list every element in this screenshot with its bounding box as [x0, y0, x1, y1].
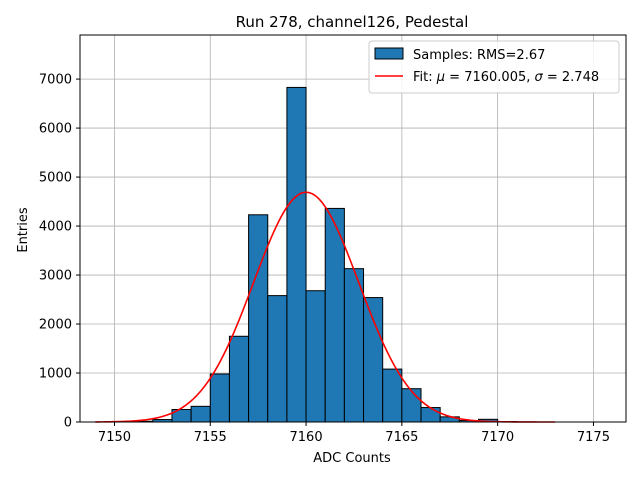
y-tick-label: 1000	[39, 367, 72, 382]
y-tick-label: 0	[64, 416, 72, 431]
y-tick-label: 4000	[39, 220, 72, 235]
legend-fit-label: Fit: μ = 7160.005, σ = 2.748	[413, 70, 599, 85]
y-tick-label: 5000	[39, 171, 72, 186]
y-axis-label: Entries	[16, 207, 31, 253]
histogram-bar	[382, 368, 403, 423]
y-tick-label: 6000	[39, 122, 72, 137]
histogram-bar	[286, 86, 307, 423]
legend-bar-swatch	[374, 47, 404, 60]
histogram-bar	[305, 290, 326, 423]
histogram-bar	[209, 373, 230, 423]
x-tick-label: 7160	[290, 430, 323, 445]
histogram-bar	[343, 268, 365, 423]
x-tick-label: 7175	[577, 430, 610, 445]
x-tick-label: 7170	[481, 430, 514, 445]
legend-samples-label: Samples: RMS=2.67	[413, 48, 545, 63]
x-tick-label: 7165	[385, 430, 418, 445]
y-tick-label: 2000	[39, 318, 72, 333]
x-tick-label: 7155	[194, 430, 227, 445]
histogram-bar	[190, 405, 211, 423]
legend-mu-value: = 7160.005,	[445, 70, 534, 85]
chart-title: Run 278, channel126, Pedestal	[236, 13, 469, 31]
fit-curve	[95, 191, 556, 423]
y-tick-label: 3000	[39, 269, 72, 284]
x-tick-label: 7150	[98, 430, 131, 445]
legend: Samples: RMS=2.67 Fit: μ = 7160.005, σ =…	[368, 40, 620, 94]
histogram-bar	[401, 388, 422, 423]
y-tick-label: 7000	[39, 73, 72, 88]
histogram-bar	[228, 335, 250, 423]
histogram-bar	[363, 297, 384, 423]
legend-box	[368, 40, 620, 94]
histogram-bar	[248, 214, 269, 423]
histogram-bar	[420, 407, 441, 423]
x-axis-label: ADC Counts	[313, 451, 391, 466]
x-axis-ticks: 7150 7155 7160 7165 7170 7175	[98, 422, 610, 445]
legend-mu-symbol: μ	[436, 70, 445, 85]
plot-frame	[79, 34, 627, 423]
legend-sigma-value: = 2.748	[543, 70, 599, 85]
y-axis-ticks: 0 1000 2000 3000 4000 5000 6000 7000	[39, 73, 80, 431]
legend-sigma-symbol: σ	[535, 70, 544, 85]
histogram-bar	[267, 295, 288, 423]
legend-fit-prefix: Fit:	[413, 70, 437, 85]
